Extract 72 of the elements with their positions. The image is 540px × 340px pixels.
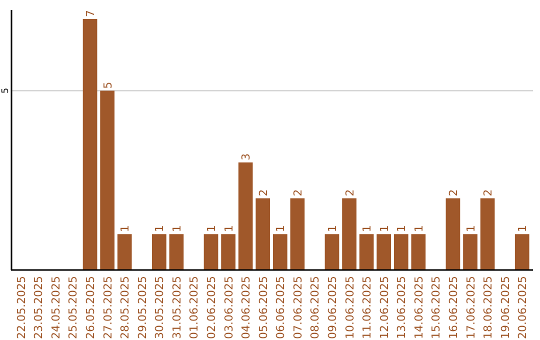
data-label: 1	[205, 225, 218, 232]
x-tick-label: 06.06.2025	[274, 276, 288, 339]
x-tick-label: 15.06.2025	[430, 276, 443, 339]
bar	[290, 198, 305, 270]
data-label: 1	[153, 225, 166, 232]
x-tick-label: 23.05.2025	[32, 276, 46, 339]
x-tick-label: 10.06.2025	[343, 276, 356, 339]
bar	[169, 234, 184, 270]
x-tick-label: 11.06.2025	[360, 276, 374, 339]
x-tick-label: 04.06.2025	[240, 276, 253, 339]
x-tick-label: 25.05.2025	[66, 276, 80, 339]
data-label: 1	[464, 225, 478, 232]
x-tick-label: 08.06.2025	[308, 276, 322, 339]
x-tick-label: 31.05.2025	[170, 276, 184, 339]
data-label: 1	[412, 225, 426, 232]
x-tick-label: 14.06.2025	[412, 276, 426, 339]
data-label: 2	[291, 189, 304, 196]
x-tick-label: 07.06.2025	[291, 276, 304, 339]
x-tick-label: 18.06.2025	[482, 276, 495, 339]
data-label: 5	[101, 82, 114, 89]
data-label: 2	[256, 189, 270, 196]
bar	[446, 198, 460, 270]
data-label: 1	[360, 225, 374, 232]
x-tick-label: 30.05.2025	[153, 276, 166, 339]
bar	[411, 234, 426, 270]
x-tick-label: 13.06.2025	[395, 276, 408, 339]
x-tick-label: 05.06.2025	[256, 276, 270, 339]
data-label: 1	[274, 225, 288, 232]
x-tick-label: 19.06.2025	[498, 276, 512, 339]
data-label: 1	[118, 225, 132, 232]
x-tick-label: 09.06.2025	[326, 276, 339, 339]
bar	[238, 162, 253, 270]
bar	[394, 234, 408, 270]
bar	[463, 234, 478, 270]
x-tick-label: 28.05.2025	[118, 276, 132, 339]
x-tick-label: 24.05.2025	[49, 276, 62, 339]
bar	[359, 234, 374, 270]
bar	[324, 234, 340, 270]
x-tick-label: 17.06.2025	[464, 276, 478, 339]
x-tick-label: 01.06.2025	[188, 276, 201, 339]
x-tick-label: 29.05.2025	[136, 276, 149, 339]
bar	[256, 198, 270, 270]
bar	[514, 234, 530, 270]
data-label: 1	[516, 225, 530, 232]
bar	[152, 234, 166, 270]
bar	[272, 234, 288, 270]
data-label: 2	[343, 189, 356, 196]
bar	[117, 234, 132, 270]
data-label: 1	[170, 225, 184, 232]
data-label: 1	[378, 225, 391, 232]
data-label: 7	[84, 10, 98, 17]
x-tick-label: 03.06.2025	[222, 276, 236, 339]
data-label: 1	[326, 225, 339, 232]
x-tick-label: 26.05.2025	[84, 276, 98, 339]
bar	[221, 234, 236, 270]
x-tick-label: 16.06.2025	[446, 276, 460, 339]
data-label: 2	[482, 189, 495, 196]
data-label: 1	[222, 225, 236, 232]
x-tick-label: 22.05.2025	[14, 276, 28, 339]
x-tick-label: 12.06.2025	[378, 276, 391, 339]
bar	[204, 234, 218, 270]
bar	[480, 198, 495, 270]
x-tick-label: 20.06.2025	[516, 276, 530, 339]
bar	[342, 198, 356, 270]
data-label: 3	[240, 153, 253, 160]
bar	[100, 90, 114, 270]
bar	[376, 234, 392, 270]
x-tick-label: 27.05.2025	[101, 276, 114, 339]
data-label: 2	[446, 189, 460, 196]
bar	[82, 18, 98, 270]
x-tick-label: 02.06.2025	[205, 276, 218, 339]
data-label: 1	[395, 225, 408, 232]
